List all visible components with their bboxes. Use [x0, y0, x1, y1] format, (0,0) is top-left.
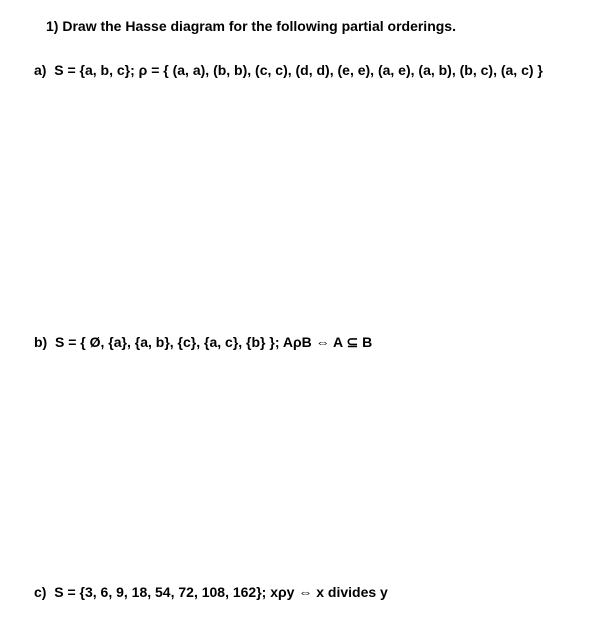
question-title: 1) Draw the Hasse diagram for the follow…: [46, 18, 562, 34]
part-b-text: S = { Ø, {a}, {a, b}, {c}, {a, c}, {b} }…: [55, 334, 372, 350]
question-number: 1): [46, 18, 58, 34]
part-b-label: b): [34, 334, 47, 350]
question-text: Draw the Hasse diagram for the following…: [62, 18, 456, 34]
part-c-text: S = {3, 6, 9, 18, 54, 72, 108, 162}; xρy…: [54, 584, 388, 600]
part-b: b) S = { Ø, {a}, {a, b}, {c}, {a, c}, {b…: [34, 334, 372, 351]
part-a-text: S = {a, b, c}; ρ = { (a, a), (b, b), (c,…: [54, 62, 543, 78]
part-c: c) S = {3, 6, 9, 18, 54, 72, 108, 162}; …: [34, 584, 388, 600]
part-a: a) S = {a, b, c}; ρ = { (a, a), (b, b), …: [34, 62, 543, 78]
part-a-label: a): [34, 62, 46, 78]
part-c-label: c): [34, 584, 46, 600]
